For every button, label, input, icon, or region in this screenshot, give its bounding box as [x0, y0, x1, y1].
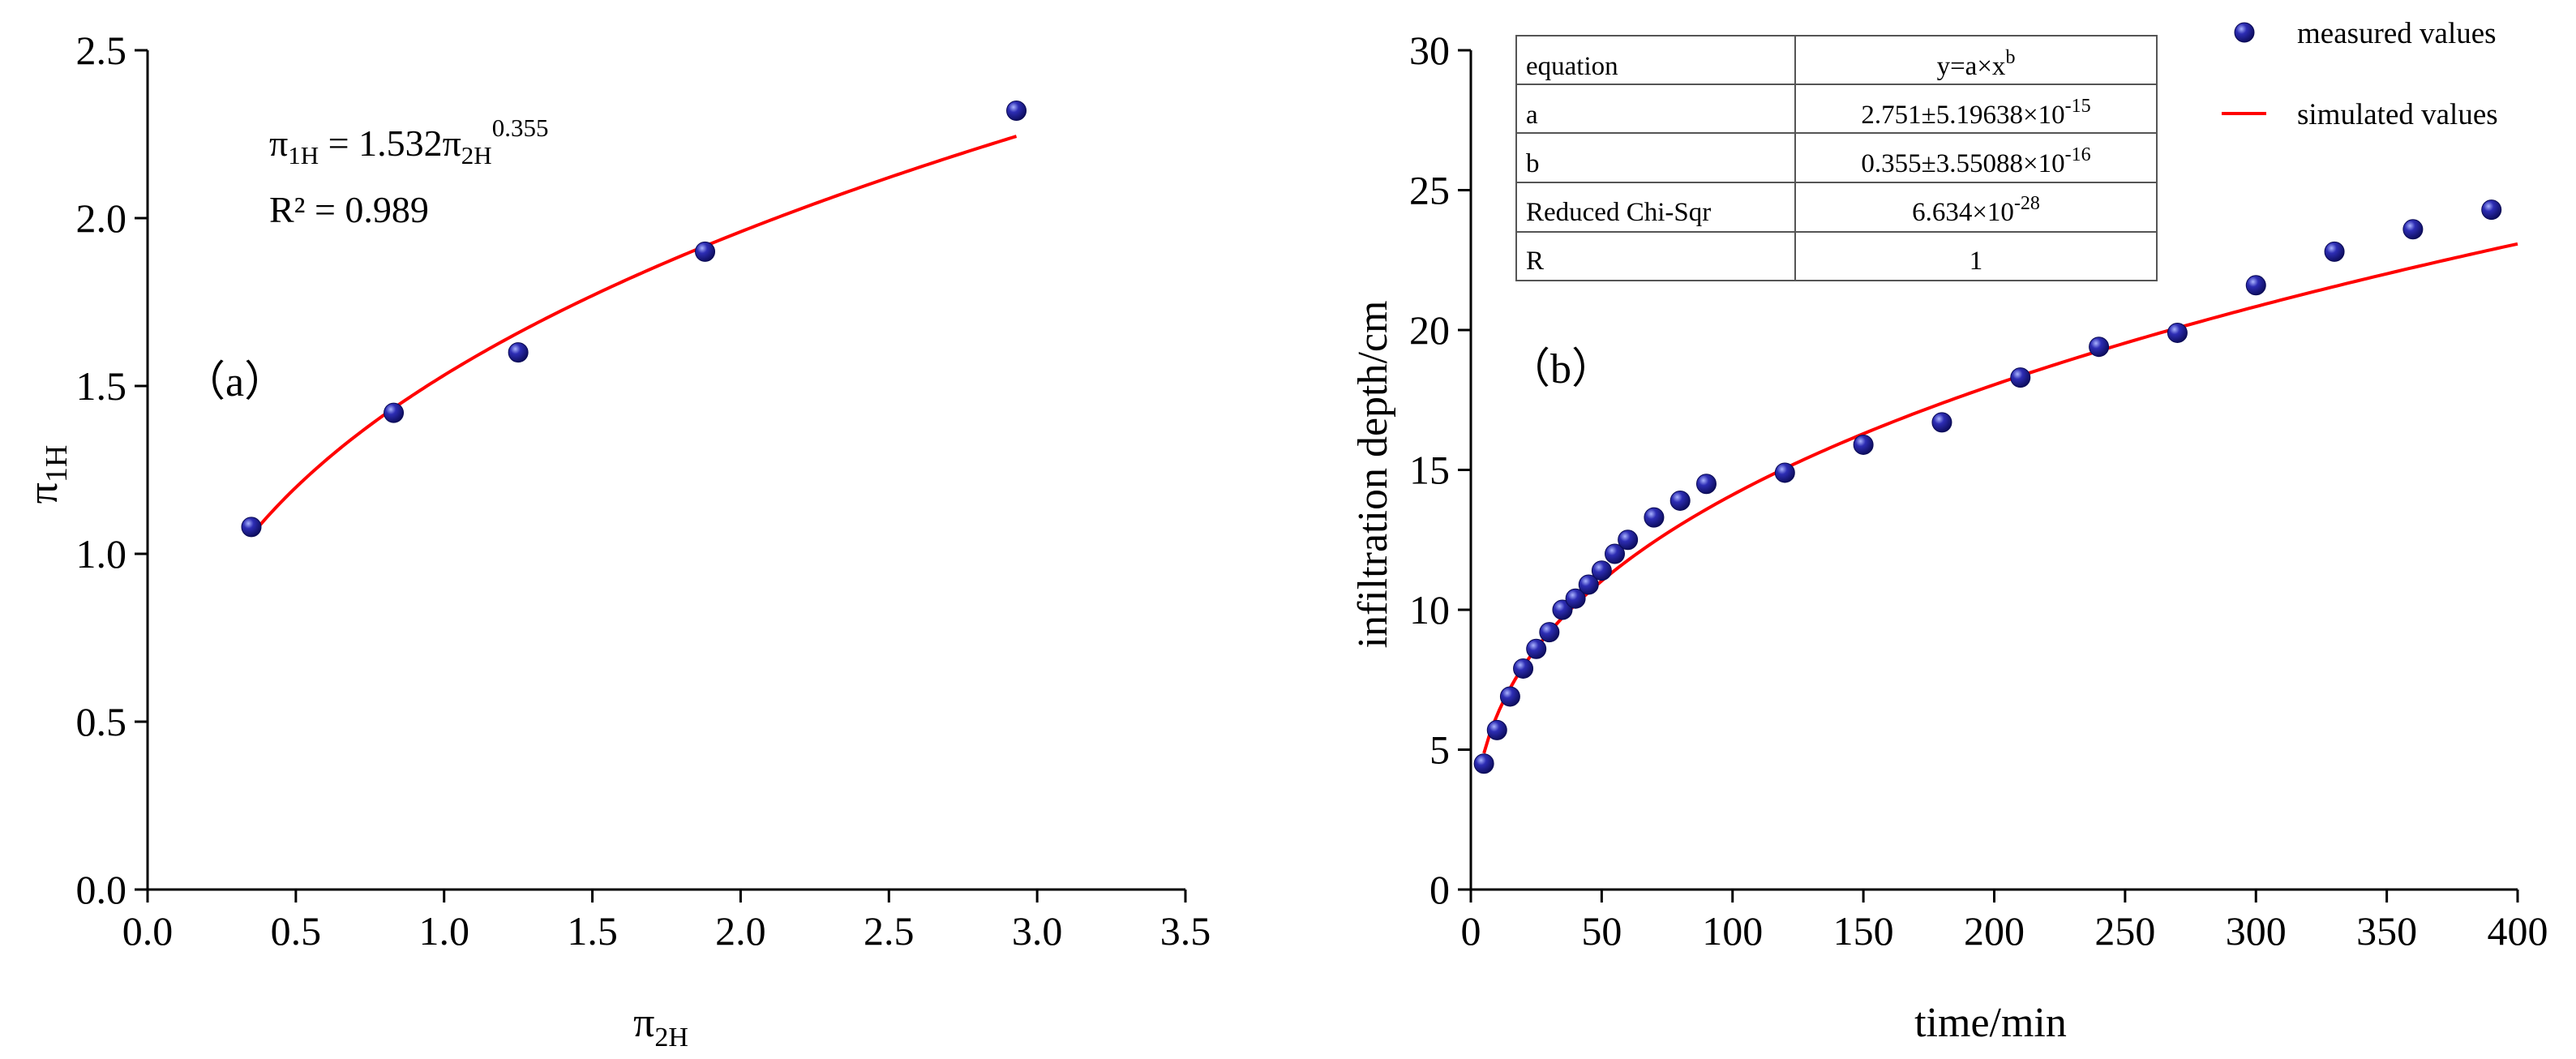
a-y-tick-label: 0.5: [76, 699, 127, 744]
fit-table-label-equation: equation: [1526, 52, 1618, 81]
legend-measured-label: measured values: [2297, 17, 2497, 50]
b-data-point: [1591, 560, 1612, 581]
a-y-tick-label: 1.5: [76, 363, 127, 409]
a-x-tick-label: 1.5: [567, 908, 618, 954]
b-data-point: [2089, 337, 2110, 358]
a-data-point: [508, 342, 529, 363]
a-y-tick-label: 1.0: [76, 531, 127, 577]
legend-simulated-label: simulated values: [2297, 98, 2498, 131]
b-data-point: [2481, 199, 2502, 221]
b-data-point: [1486, 719, 1507, 740]
fit-table-value-r: 1: [1970, 247, 1983, 276]
chart-b-legend: measured values simulated values: [2222, 17, 2498, 131]
b-data-point: [1853, 434, 1874, 455]
b-y-tick-label: 15: [1409, 448, 1450, 493]
chart-b-fit-table: equation a b Reduced Chi-Sqr R y=a×xb 2.…: [1515, 35, 2158, 281]
fit-table-label-chisqr: Reduced Chi-Sqr: [1526, 198, 1711, 227]
fit-table-value-b: 0.355±3.55088×10-16: [1861, 144, 2090, 178]
b-x-tick-label: 400: [2488, 908, 2548, 954]
chart-b-y-tick-labels: 0 5 10 15 20 25 30: [1409, 28, 1450, 912]
chart-b-x-tick-labels: 0 50 100 150 200 250 300 350 400: [1461, 908, 2548, 954]
b-x-tick-label: 200: [1964, 908, 2025, 954]
a-x-tick-label: 3.5: [1160, 908, 1211, 954]
b-data-point: [1669, 490, 1691, 511]
chart-b-panel-label: （b）: [1508, 346, 1614, 392]
a-data-point: [1006, 101, 1027, 122]
b-data-point: [1605, 543, 1626, 564]
chart-a-r-squared: R² = 0.989: [269, 189, 429, 230]
b-data-point: [1499, 686, 1520, 707]
b-data-point: [1931, 412, 1952, 433]
b-data-point: [1695, 474, 1717, 495]
fit-table-value-equation: y=a×xb: [1937, 47, 2016, 81]
b-data-point: [1578, 574, 1599, 595]
chart-b-fit-curve: [1482, 242, 2518, 754]
chart-b-ticks: [1458, 49, 2519, 903]
b-y-tick-label: 10: [1409, 587, 1450, 632]
a-data-point: [384, 402, 405, 423]
chart-b-y-axis-title: infiltration depth/cm: [1350, 301, 1396, 649]
b-data-point: [1513, 658, 1534, 679]
fit-table-value-a: 2.751±5.19638×10-15: [1861, 96, 2090, 130]
chart-a-y-axis-title: π1H: [20, 445, 74, 504]
a-y-tick-label: 2.0: [76, 195, 127, 241]
b-x-tick-label: 50: [1581, 908, 1622, 954]
b-y-tick-label: 30: [1409, 28, 1450, 73]
a-data-point: [241, 517, 262, 538]
fit-table-border: [1515, 35, 2158, 281]
fit-table-label-a: a: [1526, 101, 1538, 130]
b-data-point: [1473, 753, 1494, 774]
b-data-point: [1774, 462, 1795, 483]
b-data-point: [1552, 599, 1573, 620]
b-data-point: [1526, 638, 1547, 659]
a-x-tick-label: 1.0: [418, 908, 469, 954]
b-data-point: [2324, 241, 2345, 262]
fit-table-value-chisqr: 6.634×10-28: [1912, 193, 2040, 227]
chart-b: 0 50 100 150 200 250 300 350 400 0 5 10 15 20 25 30 ti…: [1350, 17, 2548, 1046]
b-y-tick-label: 0: [1429, 867, 1450, 912]
b-data-point: [1565, 588, 1586, 609]
chart-a: 0.0 0.5 1.0 1.5 2.0 2.5 3.0 3.5 0.0 0.5 1.0 1.5 2.0…: [20, 28, 1211, 1053]
chart-a-x-tick-labels: 0.0 0.5 1.0 1.5 2.0 2.5 3.0 3.5: [122, 908, 1211, 954]
b-x-tick-label: 250: [2094, 908, 2155, 954]
b-data-point: [2010, 367, 2031, 388]
b-x-tick-label: 300: [2226, 908, 2287, 954]
b-x-tick-label: 100: [1702, 908, 1763, 954]
fit-table-label-r: R: [1526, 247, 1544, 276]
chart-b-points: [1473, 199, 2502, 774]
legend-measured-marker: [2234, 22, 2255, 43]
b-x-tick-label: 350: [2356, 908, 2417, 954]
a-y-tick-label: 0.0: [76, 867, 127, 912]
a-x-tick-label: 2.5: [864, 908, 915, 954]
b-x-tick-label: 0: [1461, 908, 1481, 954]
b-y-tick-label: 5: [1429, 727, 1450, 773]
b-y-tick-label: 25: [1409, 168, 1450, 213]
chart-a-x-axis-title: π2H: [633, 1000, 688, 1053]
b-data-point: [1644, 507, 1665, 528]
chart-a-y-tick-labels: 0.0 0.5 1.0 1.5 2.0 2.5: [76, 28, 127, 912]
a-x-tick-label: 2.0: [715, 908, 766, 954]
a-x-tick-label: 3.0: [1012, 908, 1063, 954]
fit-table-label-b: b: [1526, 149, 1540, 178]
a-y-tick-label: 2.5: [76, 28, 127, 73]
chart-a-panel-label: （a）: [183, 359, 286, 405]
chart-a-ticks: [135, 49, 1187, 903]
b-data-point: [2245, 275, 2266, 296]
a-x-tick-label: 0.0: [122, 908, 174, 954]
b-data-point: [1539, 622, 1560, 643]
a-data-point: [695, 241, 716, 262]
a-x-tick-label: 0.5: [271, 908, 322, 954]
b-x-tick-label: 150: [1833, 908, 1894, 954]
b-y-tick-label: 20: [1409, 307, 1450, 353]
b-data-point: [2402, 219, 2424, 240]
b-data-point: [2167, 322, 2188, 343]
chart-b-x-axis-title: time/min: [1914, 1000, 2067, 1046]
chart-a-points: [241, 101, 1027, 538]
chart-a-equation: π1H = 1.532π2H0.355: [269, 114, 548, 169]
b-data-point: [1618, 530, 1639, 551]
chart-a-fit-curve: [250, 135, 1018, 537]
